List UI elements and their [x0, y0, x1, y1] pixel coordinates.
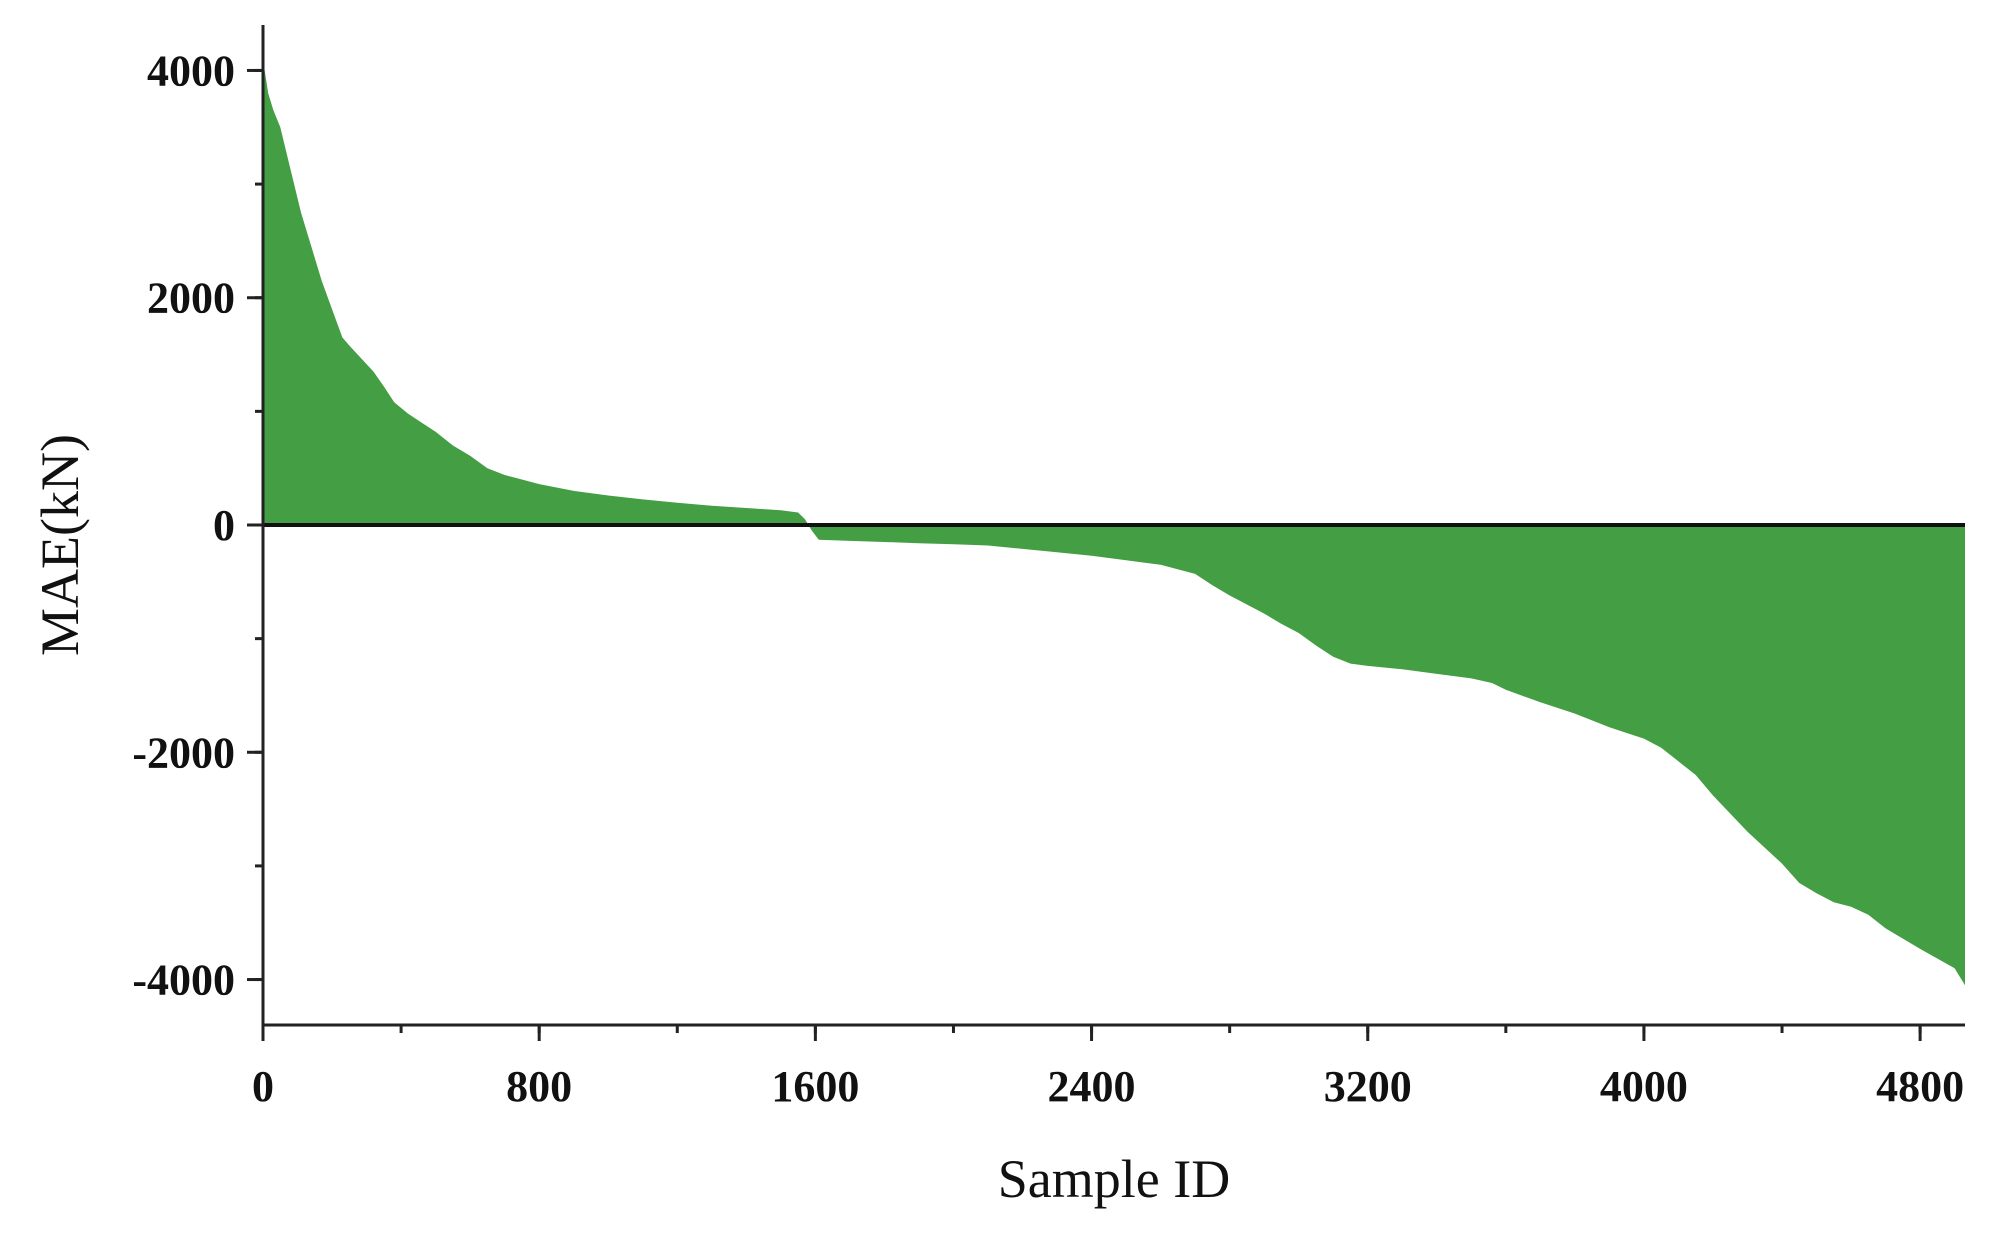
- y-tick-label: 4000: [147, 46, 235, 95]
- y-tick-label: 2000: [147, 274, 235, 323]
- x-tick-label: 1600: [771, 1062, 859, 1111]
- x-tick-label: 0: [252, 1062, 274, 1111]
- y-tick-label: 0: [213, 501, 235, 550]
- x-tick-label: 2400: [1048, 1062, 1136, 1111]
- y-axis-title: MAE(kN): [30, 434, 90, 656]
- labels-layer: -4000 -2000 0 2000 4000 0 800 1600 2400 3200 4000 4…: [132, 46, 1964, 1111]
- y-tick-label: -2000: [132, 728, 235, 777]
- x-tick-label: 3200: [1324, 1062, 1412, 1111]
- axes-layer: [247, 25, 1965, 1041]
- x-tick-label: 800: [506, 1062, 572, 1111]
- x-tick-label: 4000: [1600, 1062, 1688, 1111]
- x-axis-title: Sample ID: [998, 1149, 1230, 1209]
- x-tick-label: 4800: [1876, 1062, 1964, 1111]
- y-tick-label: -4000: [132, 956, 235, 1005]
